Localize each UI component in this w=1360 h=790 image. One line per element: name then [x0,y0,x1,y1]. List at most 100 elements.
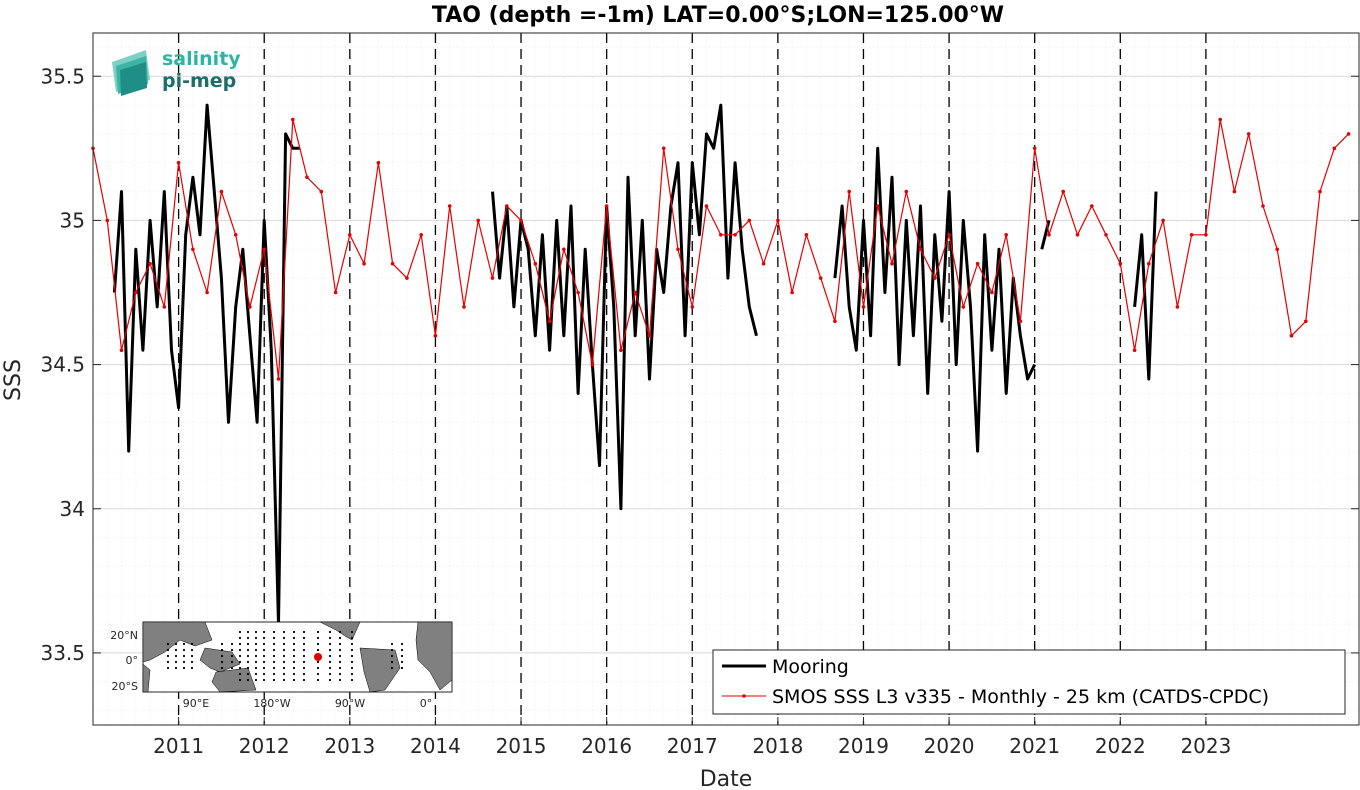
mooring-site-dot [254,636,258,640]
mooring-site-dot [282,630,286,634]
smos-point [890,261,894,266]
mooring-line [1133,191,1158,381]
mooring-site-dot [282,636,286,640]
mooring-site-dot [220,648,224,652]
mooring-site-dot [316,636,320,640]
mooring-site-dot [174,642,178,646]
smos-point [619,348,623,353]
mooring-site-dot [338,678,342,682]
smos-point [690,305,695,309]
smos-point [205,290,209,295]
mooring-site-dot [328,630,332,634]
logo-line1: salinity [162,48,241,70]
mooring-site-dot [390,666,394,670]
inset-lon-90e: 90°E [183,697,209,710]
mooring-site-dot [254,660,258,664]
mooring-site-dot [182,654,186,658]
mooring-site-dot [166,654,170,658]
smos-point [1218,117,1222,122]
smos-point [1275,247,1279,252]
smos-point [1047,233,1051,237]
smos-point [804,233,809,237]
smos-point [390,261,395,266]
mooring-site-dot [272,672,276,676]
mooring-site-dot [302,648,306,652]
smos-point [433,333,438,338]
smos-point [647,333,652,338]
africa-west-landmass [142,663,151,693]
mooring-site-dot [350,660,354,664]
smos-point [1118,261,1123,266]
smos-point [134,290,138,295]
mooring-site-dot [328,642,332,646]
smos-point [961,305,966,309]
inset-lat-20s: 20°S [112,680,138,693]
mooring-site-dot [272,648,276,652]
mooring-site-dot [302,660,306,664]
y-tick-label: 35.5 [40,64,85,88]
mooring-site-dot [230,654,234,658]
mooring-line [833,146,1037,453]
mooring-site-dot [292,636,296,640]
mooring-site-dot [302,678,306,682]
smos-point [1289,333,1294,338]
x-tick-label: 2023 [1180,734,1231,758]
inset-lon-180w: 180°W [253,697,290,710]
smos-point [1204,233,1208,237]
mooring-site-dot [400,660,404,664]
mooring-site-dot [246,630,250,634]
mooring-site-dot [316,672,320,676]
mooring-site-dot [282,642,286,646]
smos-point [1104,233,1108,237]
mooring-site-dot [292,630,296,634]
x-tick-label: 2016 [581,734,632,758]
mooring-site-dot [190,648,194,652]
mooring-site-dot [182,666,186,670]
smos-point [1032,146,1037,151]
mooring-site-dot [190,660,194,664]
mooring-line [112,103,300,626]
mooring-site-dot [254,642,258,646]
mooring-site-dot [238,678,242,682]
mooring-site-dot [246,648,250,652]
mooring-site-dot [272,636,276,640]
smos-point [1189,233,1194,237]
mooring-site-dot [292,678,296,682]
smos-point [1318,189,1322,194]
series-layer [91,103,1351,626]
smos-point [861,305,866,309]
smos-point [119,348,124,353]
mooring-site-dot [390,648,394,652]
inset-lat-20n: 20°N [110,629,138,642]
smos-point [661,146,666,151]
x-tick-label: 2015 [496,734,547,758]
mooring-site-dot [338,672,342,676]
x-axis-label: Date [700,767,753,790]
mooring-site-dot [238,660,242,664]
inset-lon-90w: 90°W [335,697,365,710]
africa-east-landmass [415,621,453,691]
smos-point [776,218,780,223]
y-tick-label: 34.5 [40,353,85,377]
mooring-site-dot [182,642,186,646]
mooring-site-dot [272,642,276,646]
smos-point [1090,204,1094,208]
smos-point [947,233,951,237]
mooring-site-dot [400,654,404,658]
mooring-site-dot [220,642,224,646]
legend-marker-smos [742,694,746,698]
mooring-site-dot [246,672,250,676]
smos-point [1061,189,1065,194]
smos-point [733,233,737,237]
mooring-site-dot [338,654,342,658]
smos-point [490,276,495,280]
smos-point [148,261,152,266]
mooring-site-dot [328,654,332,658]
smos-point [604,204,609,208]
mooring-site-dot [230,648,234,652]
mooring-site-dot [390,642,394,646]
mooring-site-dot [166,666,170,670]
mooring-site-dot [350,654,354,658]
smos-point [1018,319,1023,324]
